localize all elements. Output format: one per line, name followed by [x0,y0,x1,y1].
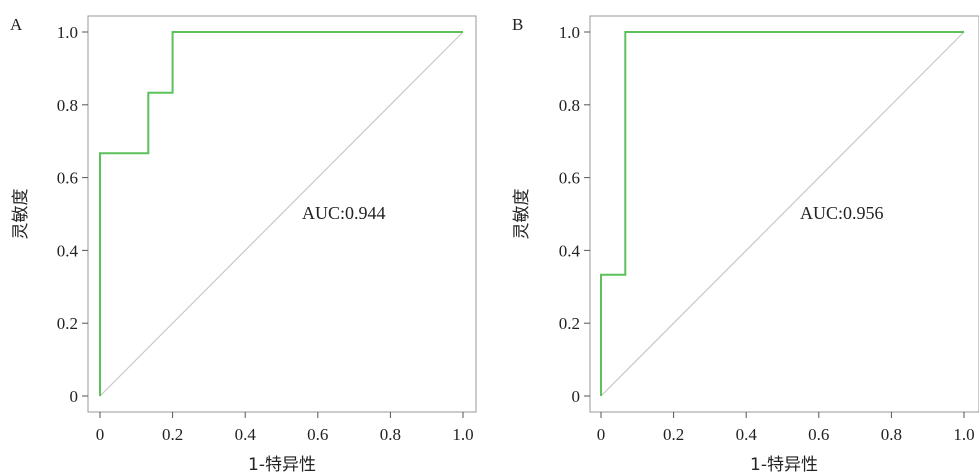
auc-annotation: AUC:0.944 [302,203,386,223]
x-tick-label: 0.6 [808,425,829,444]
panel-letter: B [512,15,523,34]
y-tick-label: 0.4 [57,241,79,260]
x-axis-label: 1-特异性 [750,455,818,474]
auc-annotation: AUC:0.956 [800,203,884,223]
x-tick-label: 0.8 [881,425,902,444]
roc-curve-line [99,31,463,396]
y-tick-label: 0.8 [559,96,580,115]
y-tick-label: 0.6 [559,169,580,188]
x-tick-label: 0 [96,425,105,444]
x-tick-label: 0.2 [663,425,684,444]
chance-diagonal [99,31,464,397]
y-tick-label: 0.4 [559,241,581,260]
roc-panel-a: A 0 0.2 0.4 0.6 0.8 1.0 0 0.2 0.4 0.6 0.8 1.0 1-特异性… [10,15,477,474]
x-tick-label: 0 [597,425,606,444]
roc-curve-line [600,31,964,396]
x-tick-label: 0.2 [162,425,183,444]
y-tick-label: 0.6 [57,169,78,188]
plot-frame [589,15,979,413]
x-tick-label: 0.8 [380,425,401,444]
panel-letter: A [10,15,23,34]
y-tick-label: 0.8 [57,96,78,115]
x-tick-label: 0.4 [235,425,257,444]
plot-frame [87,15,477,413]
y-tick-label: 1.0 [57,23,78,42]
x-tick-label: 1.0 [953,425,974,444]
y-axis-label: 灵敏度 [512,189,532,240]
roc-panel-b: B 0 0.2 0.4 0.6 0.8 1.0 0 0.2 0.4 0.6 0.8 1.0 1-特异性… [512,15,979,474]
y-tick-label: 1.0 [559,23,580,42]
y-tick-label: 0.2 [559,314,580,333]
x-axis-label: 1-特异性 [248,455,316,474]
tick-group: 0 0.2 0.4 0.6 0.8 1.0 0 0.2 0.4 0.6 0.8 1.0 [559,23,975,444]
x-tick-label: 0.6 [307,425,328,444]
y-tick-label: 0.2 [57,314,78,333]
x-tick-label: 1.0 [452,425,473,444]
y-axis-label: 灵敏度 [11,189,31,240]
y-tick-label: 0 [70,387,79,406]
y-tick-label: 0 [572,387,581,406]
chance-diagonal [600,31,965,397]
x-tick-label: 0.4 [736,425,758,444]
tick-group: 0 0.2 0.4 0.6 0.8 1.0 0 0.2 0.4 0.6 0.8 1.0 [57,23,474,444]
